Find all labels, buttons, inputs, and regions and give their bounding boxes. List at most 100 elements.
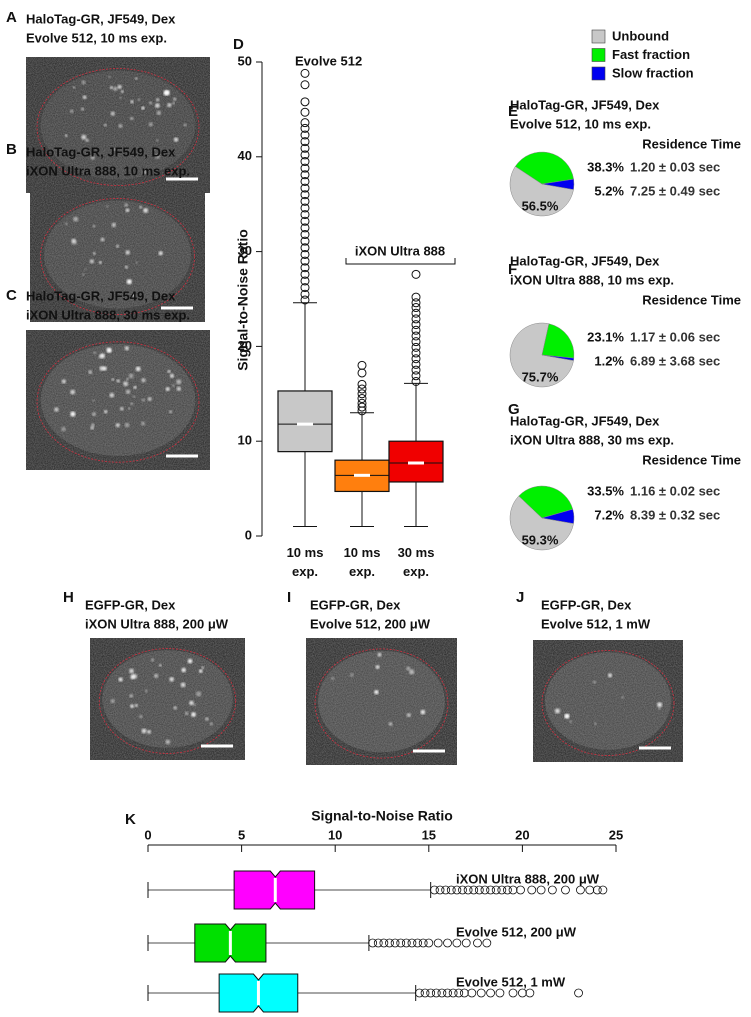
outlier [300,130,310,140]
panel-title: Evolve 512, 10 ms exp. [26,30,167,45]
x-tick-label: 10 ms exp. [343,545,381,579]
spot [134,77,138,80]
spot [176,386,181,391]
annotation: iXON Ultra 888 [355,243,445,258]
outlier [300,196,310,206]
spot [139,714,143,719]
spot [70,109,74,113]
outlier [592,885,602,895]
outlier [411,314,421,324]
y-tick-label: 50 [238,53,252,68]
panel-title: Evolve 512, 1 mW [541,616,651,631]
micrograph [30,187,205,322]
spot [141,106,145,110]
outlier [357,389,367,399]
residence-time: 8.39 ± 0.32 sec [630,507,720,522]
panel-title: iXON Ultra 888, 30 ms exp. [26,307,190,322]
x-tick-label: 10 [328,827,342,842]
outlier [411,365,421,375]
outlier [441,885,451,895]
spot [82,273,85,276]
outlier [368,938,378,948]
spot [621,696,625,699]
outlier [431,988,441,998]
outlier [300,203,310,213]
panel-letter: F [508,261,517,278]
pie-title: iXON Ultra 888, 10 ms exp. [510,272,674,287]
outlier [454,988,464,998]
spot [388,722,393,726]
spot [156,98,160,102]
panel-letter: D [233,36,244,53]
outlier [420,988,430,998]
outlier [411,320,421,330]
outlier [411,269,421,279]
spot [594,722,597,725]
spot [172,384,175,387]
spot [658,707,661,710]
pie-slice [541,178,575,190]
spot [135,261,138,264]
outlier [357,398,367,408]
spot [110,698,115,704]
outlier [411,371,421,381]
legend-label: Unbound [612,28,669,43]
outlier [508,885,518,895]
spot [135,366,141,372]
spot [147,396,152,402]
spot [128,407,131,410]
outlier [486,988,495,998]
spot [91,423,95,427]
spot [130,674,135,680]
panel-letter: I [287,589,291,606]
spot [125,250,130,255]
outlier [463,885,473,895]
panel-letter: H [63,589,74,606]
outlier [357,402,367,412]
spot [89,259,94,264]
outlier [300,150,310,160]
spot [64,134,68,137]
outlier [357,368,367,378]
spot [608,673,613,678]
spot [124,346,129,351]
slice-label: 59.3% [522,532,559,547]
spot [149,101,152,105]
spot [130,100,134,104]
outlier [401,938,411,948]
outlier [300,80,310,90]
spot [409,669,415,675]
spot [201,666,205,670]
outlier [373,938,383,948]
spot [172,102,175,105]
nucleus-outline [98,648,237,754]
outlier [357,384,367,394]
spot [181,667,186,673]
y-axis-label: Signal-to-Noise Ratio [235,229,251,371]
spot [139,205,142,209]
spot [173,706,177,710]
spot [61,379,66,384]
spot [155,153,160,159]
micrograph [306,638,457,765]
outlier [426,988,436,998]
spot [377,652,382,657]
spot [93,351,96,355]
spot [209,722,213,726]
outlier [476,988,486,998]
spot [142,170,146,174]
spot [106,205,109,208]
outlier [300,295,310,305]
spot [104,410,108,414]
outlier [300,276,310,286]
spot [132,395,136,398]
spot [82,95,87,100]
outlier [480,885,490,895]
slice-label: 38.3% [587,159,624,174]
spot [123,381,129,387]
nucleus-outline [40,198,195,315]
slice-label: 23.1% [587,329,624,344]
slice-label: 7.2% [594,507,624,522]
spot [111,378,114,381]
spot [126,378,129,381]
